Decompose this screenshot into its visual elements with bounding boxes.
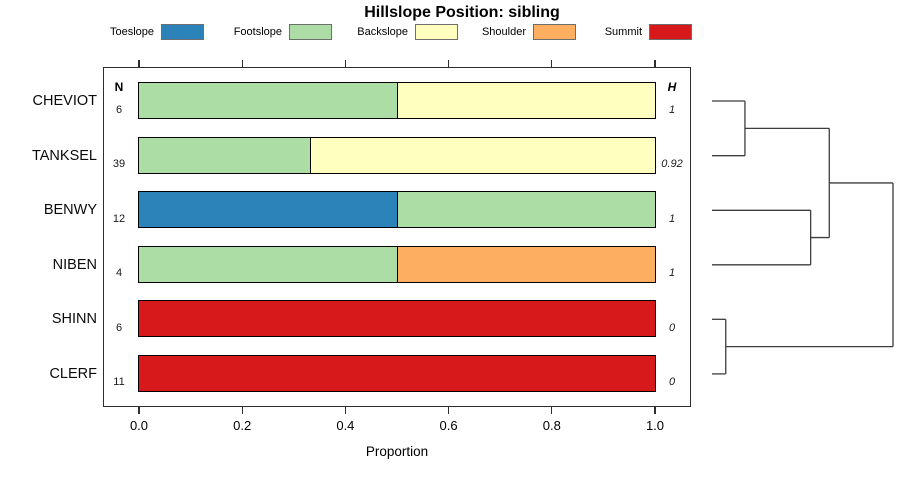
- bar-segment-backslope: [310, 137, 655, 173]
- x-axis-tick-label: 1.0: [645, 418, 665, 433]
- n-column-header: N: [114, 80, 124, 94]
- category-label-shinn: SHINN: [51, 311, 97, 328]
- x-axis-tick: [654, 407, 656, 414]
- chart-title: Hillslope Position: sibling: [364, 4, 560, 21]
- x-axis-tick-label: 0.2: [233, 418, 252, 433]
- h-value-cheviot: 1: [668, 103, 676, 116]
- x-axis-tick-top: [138, 60, 140, 67]
- legend-swatch-backslope: [415, 24, 458, 40]
- n-value-shinn: 6: [115, 321, 123, 334]
- x-axis-title: Proportion: [365, 444, 429, 459]
- n-value-clerf: 11: [113, 376, 125, 389]
- bar-segment-footslope: [396, 192, 655, 228]
- bar-segment-footslope: [138, 83, 397, 119]
- stacked-bar-clerf: [137, 355, 656, 392]
- h-value-clerf: 0: [668, 376, 676, 389]
- h-value-niben: 1: [668, 267, 676, 280]
- stacked-bar-niben: [137, 245, 656, 283]
- category-label-cheviot: CHEVIOT: [32, 93, 97, 109]
- bar-segment-summit: [138, 356, 655, 391]
- x-axis-tick-label: 0.4: [336, 418, 355, 433]
- category-label-clerf: CLERF: [49, 365, 97, 382]
- legend-label-backslope: Backslope: [357, 26, 408, 38]
- legend-label-shoulder: Shoulder: [481, 26, 526, 38]
- legend-swatch-summit: [649, 24, 692, 40]
- x-axis-tick-top: [551, 60, 553, 67]
- h-value-tanksel: 0.92: [661, 158, 683, 171]
- x-axis-tick: [551, 407, 553, 414]
- h-value-benwy: 1: [668, 212, 676, 225]
- legend-swatch-shoulder: [533, 24, 576, 40]
- x-axis-tick: [241, 407, 243, 414]
- x-axis-tick: [447, 407, 450, 414]
- legend-swatch-footslope: [289, 24, 332, 40]
- n-value-benwy: 12: [112, 212, 126, 225]
- x-axis-tick: [138, 407, 140, 414]
- legend-swatch-toeslope: [161, 24, 204, 40]
- legend-label-footslope: Footslope: [233, 26, 282, 38]
- bar-segment-toeslope: [138, 192, 397, 228]
- bar-segment-footslope: [138, 246, 397, 282]
- x-axis-tick-top: [344, 60, 347, 67]
- h-column-header: H: [667, 80, 677, 94]
- bar-segment-shoulder: [396, 246, 655, 282]
- n-value-cheviot: 6: [115, 103, 123, 116]
- legend-label-toeslope: Toeslope: [109, 26, 154, 38]
- n-value-niben: 4: [115, 267, 123, 280]
- x-axis-tick-label: 0.8: [542, 418, 561, 433]
- bar-segment-backslope: [396, 83, 655, 119]
- x-axis-tick-label: 0.6: [439, 418, 458, 433]
- x-axis-tick-top: [447, 60, 450, 67]
- plot-area: [103, 67, 691, 407]
- h-value-shinn: 0: [668, 321, 676, 334]
- category-label-tanksel: TANKSEL: [31, 147, 97, 164]
- bar-segment-summit: [138, 301, 655, 337]
- x-axis-tick: [344, 407, 347, 414]
- x-axis-tick-top: [241, 60, 243, 67]
- stacked-bar-benwy: [137, 191, 656, 229]
- stacked-bar-shinn: [137, 300, 656, 338]
- stacked-bar-tanksel: [137, 136, 656, 174]
- legend-label-summit: Summit: [604, 26, 642, 38]
- category-label-benwy: BENWY: [43, 202, 97, 219]
- category-label-niben: NIBEN: [52, 256, 97, 273]
- n-value-tanksel: 39: [112, 158, 126, 171]
- x-axis-tick-label: 0.0: [129, 418, 149, 433]
- x-axis-tick-top: [654, 60, 656, 67]
- bar-segment-footslope: [138, 137, 311, 173]
- stacked-bar-cheviot: [137, 82, 656, 120]
